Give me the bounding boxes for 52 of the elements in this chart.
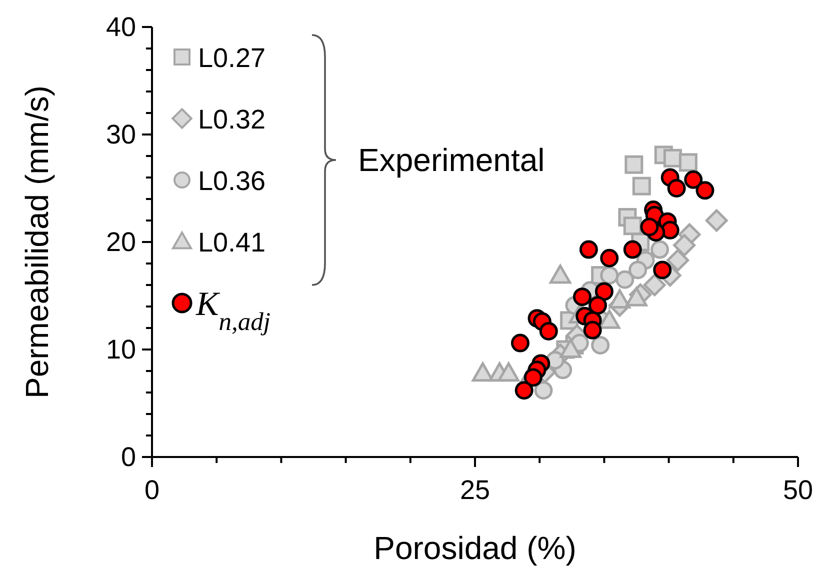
point [626, 287, 648, 306]
y-tick-label: 0 [120, 442, 136, 472]
point [510, 334, 530, 352]
point [624, 155, 644, 174]
point [608, 289, 631, 308]
point [472, 362, 494, 382]
point [696, 181, 714, 200]
point [560, 338, 582, 358]
point [684, 170, 703, 189]
point [498, 362, 520, 382]
point [705, 209, 728, 232]
x-tick-label: 25 [460, 475, 490, 505]
point [673, 234, 696, 256]
point [640, 218, 659, 236]
x-tick-label: 0 [144, 475, 160, 505]
point [623, 216, 642, 236]
point [514, 381, 534, 400]
point [591, 336, 610, 354]
point [667, 179, 686, 198]
annotation: Experimental [358, 142, 545, 178]
point [598, 310, 620, 329]
legend-label: K$_{n,adj}$ [195, 286, 270, 336]
point [678, 153, 698, 172]
point [572, 288, 592, 306]
point [600, 266, 619, 285]
point [549, 264, 572, 284]
point [666, 249, 690, 272]
point [594, 282, 614, 301]
y-axis-title: Permeabilidad (mm/s) [19, 86, 55, 398]
legend-label: L0.41 [198, 228, 266, 258]
x-axis-title: Porosidad (%) [374, 530, 576, 566]
point [660, 220, 680, 240]
point [616, 270, 634, 289]
y-tick-label: 40 [106, 12, 136, 42]
point [534, 381, 553, 400]
y-tick-label: 20 [106, 227, 136, 257]
legend-label: L0.32 [198, 104, 266, 134]
point [583, 320, 602, 340]
point [650, 240, 670, 259]
point [588, 296, 607, 315]
point [579, 240, 598, 259]
point [628, 260, 648, 280]
legend-label: L0.27 [198, 43, 266, 73]
point [539, 322, 558, 340]
x-tick-label: 50 [782, 475, 814, 505]
legend-label: L0.36 [198, 166, 266, 196]
point [623, 240, 642, 259]
point [643, 274, 666, 296]
point [600, 248, 619, 268]
point [632, 176, 651, 196]
y-tick-label: 30 [106, 120, 136, 150]
y-tick-label: 10 [106, 334, 136, 364]
